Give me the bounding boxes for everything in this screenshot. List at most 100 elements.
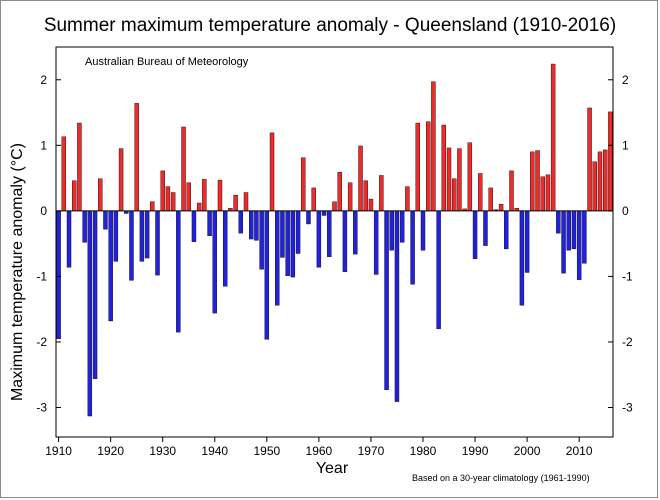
bar-1935	[186, 182, 191, 212]
bar-1959	[311, 187, 316, 212]
bar-1997	[509, 170, 514, 212]
bar-1914	[77, 122, 82, 212]
bar-1928	[150, 201, 155, 212]
bar-2014	[597, 151, 603, 212]
bar-2016	[608, 111, 613, 212]
bar-1987	[457, 148, 462, 212]
bar-1974	[389, 210, 394, 251]
bar-1946	[243, 192, 249, 212]
bar-1975	[394, 210, 400, 402]
bar-1936	[191, 210, 197, 242]
bar-1964	[337, 171, 342, 212]
bar-1993	[488, 187, 493, 212]
x-tick-label: 1960	[306, 444, 333, 458]
x-tick-label: 1930	[149, 444, 176, 458]
bar-1995	[498, 204, 504, 212]
bar-1931	[165, 186, 171, 212]
bar-1962	[327, 210, 332, 257]
bar-1952	[275, 210, 280, 306]
bar-2002	[535, 150, 540, 212]
y-tick-label-left: -1	[36, 269, 47, 283]
x-tick-label: 1980	[410, 444, 437, 458]
bar-1983	[436, 210, 441, 330]
bar-1955	[290, 210, 296, 278]
bar-1919	[103, 210, 108, 230]
bar-1925	[134, 103, 139, 212]
bar-1922	[118, 148, 124, 212]
bar-2012	[587, 107, 592, 212]
bar-2009	[571, 210, 577, 250]
bar-1965	[342, 210, 348, 273]
bar-1996	[504, 210, 509, 250]
plot-border	[55, 46, 614, 438]
bar-1929	[155, 210, 160, 276]
bar-1930	[160, 170, 165, 212]
bar-1941	[217, 179, 223, 212]
x-tick-label: 1950	[253, 444, 280, 458]
bar-1957	[301, 157, 306, 212]
bar-1938	[202, 179, 207, 212]
bar-1989	[467, 142, 473, 212]
bar-1948	[254, 210, 259, 241]
bar-1977	[405, 186, 410, 212]
y-tick-label-left: -3	[36, 401, 47, 415]
bar-1969	[363, 180, 368, 212]
bar-1999	[519, 210, 525, 306]
bar-1913	[72, 180, 77, 212]
bar-1972	[379, 175, 384, 212]
bar-1963	[332, 201, 337, 212]
bar-1979	[415, 122, 421, 212]
y-tick-label-right: 2	[622, 73, 629, 87]
bar-1937	[196, 202, 202, 212]
bar-2003	[540, 176, 545, 212]
bar-1939	[207, 210, 212, 236]
bar-1927	[144, 210, 150, 259]
axes-group: -3 -3 -2 -2 -1 -1 0 0 1 1 2 2 1910 1920 1930 1940 1950 19…	[36, 46, 633, 458]
bar-1951	[269, 132, 275, 212]
y-tick-label-right: 0	[622, 204, 629, 218]
bar-1924	[129, 210, 134, 281]
bar-1990	[472, 210, 478, 259]
bar-1949	[259, 210, 264, 270]
y-axis-label: Maximum temperature anomaly (°C)	[9, 143, 26, 401]
bar-1921	[113, 210, 119, 262]
y-tick-label-left: 2	[40, 73, 47, 87]
x-tick-label: 1990	[462, 444, 489, 458]
bar-2007	[561, 210, 566, 274]
bar-2013	[592, 161, 597, 212]
bar-2005	[550, 63, 556, 212]
bar-1915	[82, 210, 87, 243]
bar-1981	[426, 121, 431, 212]
bar-1985	[446, 147, 452, 212]
x-axis-label: Year	[316, 460, 349, 477]
bar-2006	[556, 210, 561, 234]
bar-1967	[353, 210, 358, 255]
bar-1973	[384, 210, 389, 391]
bar-2001	[530, 151, 535, 212]
x-tick-label: 1940	[201, 444, 228, 458]
x-tick-label: 1910	[45, 444, 72, 458]
bar-2010	[576, 210, 582, 280]
y-tick-label-right: -3	[622, 401, 633, 415]
bar-1961	[321, 210, 327, 216]
bar-1954	[285, 210, 290, 276]
bar-1980	[420, 210, 426, 251]
bar-1960	[316, 210, 322, 268]
source-note: Australian Bureau of Meteorology	[85, 56, 249, 68]
bar-1947	[249, 210, 254, 240]
bar-1991	[478, 173, 483, 212]
bars-group	[56, 63, 613, 417]
bar-1953	[280, 210, 285, 258]
bar-1926	[139, 210, 145, 262]
bar-1940	[212, 210, 217, 314]
bar-1992	[483, 210, 488, 246]
bar-1933	[176, 210, 181, 333]
y-tick-label-right: -1	[622, 269, 633, 283]
bar-1932	[170, 192, 176, 212]
bar-2004	[545, 174, 551, 212]
bar-1970	[368, 198, 374, 212]
x-tick-label: 1970	[358, 444, 385, 458]
x-tick-label: 2000	[514, 444, 541, 458]
bar-1911	[61, 136, 67, 212]
